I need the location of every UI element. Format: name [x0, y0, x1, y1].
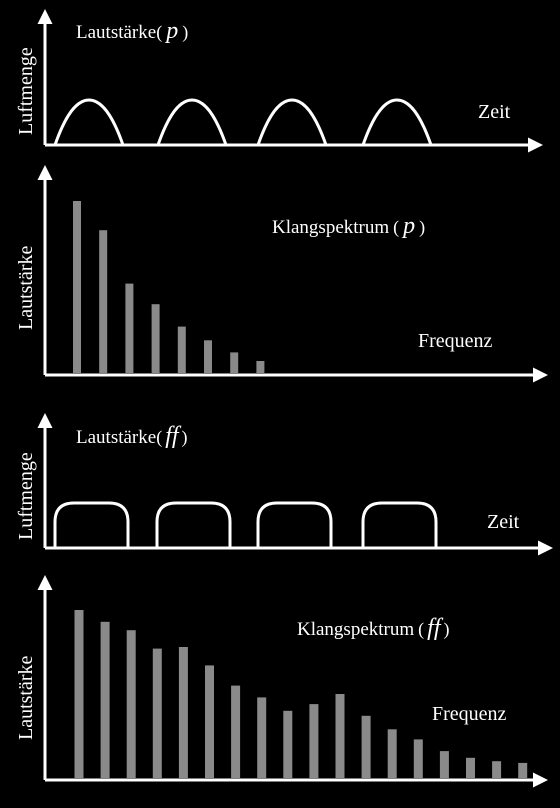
panel-title: Klangspektrum(ff) [297, 615, 450, 641]
spectrum-bars [74, 610, 528, 778]
panel-title: Klangspektrum(p) [272, 213, 425, 239]
spectrum-bar [387, 729, 397, 778]
y-axis-label: Lautstärke [15, 245, 37, 330]
y-axis-label: Lautstärke [15, 655, 37, 740]
y-axis-label: Luftmenge [15, 452, 37, 540]
spectrum-bar [100, 621, 110, 778]
spectrum-bar [518, 762, 528, 778]
spectrum-bar [413, 739, 423, 778]
spectrum-bar [335, 694, 345, 778]
panel-title: Lautstärke(p) [76, 18, 188, 44]
spectrum-bar [466, 757, 475, 778]
x-axis-label: Frequenz [432, 703, 507, 725]
spectrum-bar [73, 201, 81, 373]
flat-top-pulse [361, 501, 438, 548]
spectrum-bar [152, 648, 162, 778]
flat-top-pulse [256, 501, 333, 548]
spectrum-bar [204, 340, 212, 373]
spectrum-bar [125, 283, 134, 373]
arch-pulse [53, 98, 125, 146]
spectrum-bar [283, 710, 293, 778]
arch-pulse [256, 98, 328, 146]
spectrum-bar [151, 304, 160, 373]
spectrum-bar [439, 751, 449, 778]
spectrum-bar [178, 647, 188, 778]
spectrum-bar [230, 352, 239, 373]
x-axis-label: Zeit [478, 101, 511, 123]
spectrum-bar [205, 665, 214, 778]
arch-pulse [156, 98, 228, 146]
spectrum-bar [231, 685, 241, 778]
x-axis-label: Frequenz [418, 330, 493, 352]
panel-waveform-p: Luftmenge Lautstärke(p) Zeit [15, 9, 543, 153]
spectrum-bar [257, 697, 267, 778]
spectrum-bar [74, 610, 84, 778]
spectrum-bar [492, 761, 502, 778]
x-axis-label: Zeit [487, 511, 520, 533]
flat-top-pulse [53, 501, 130, 548]
y-axis-label: Luftmenge [15, 47, 37, 135]
spectrum-bar [126, 630, 136, 778]
spectrum-bar [256, 361, 265, 373]
spectrum-bar [309, 704, 319, 778]
flat-top-pulse [155, 501, 232, 548]
panel-waveform-ff: Luftmenge Lautstärke(ff) Zeit [15, 413, 553, 556]
spectrum-bar [177, 326, 186, 373]
spectrum-bars [73, 201, 265, 373]
arch-pulse [361, 98, 433, 146]
panel-title: Lautstärke(ff) [76, 423, 188, 449]
panel-spectrum-ff: Lautstärke Klangspektrum(ff) Frequenz [15, 575, 548, 788]
panel-spectrum-p: Lautstärke Klangspektrum(p) Frequenz [15, 165, 548, 383]
spectrum-bar [361, 715, 371, 778]
spectrum-bar [99, 230, 108, 373]
